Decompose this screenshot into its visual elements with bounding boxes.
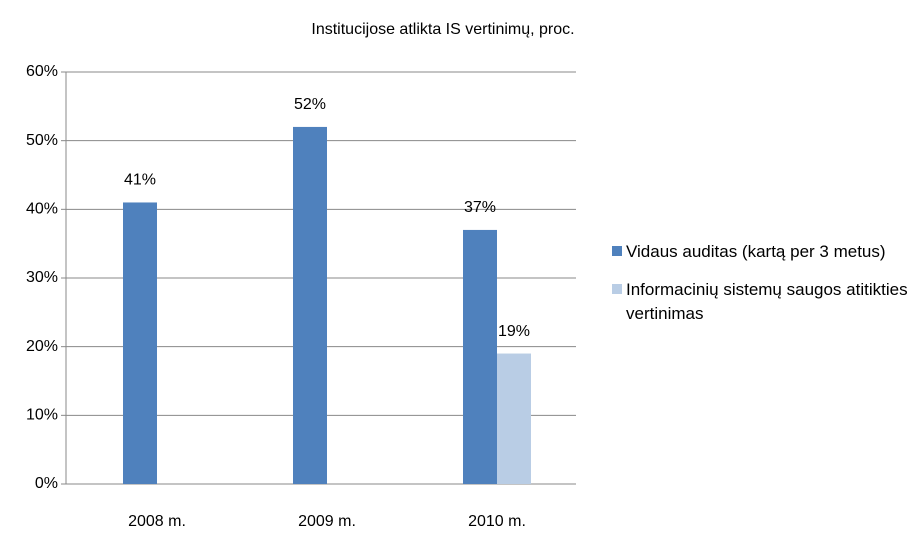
- data-label: 41%: [124, 172, 156, 189]
- bar: [463, 229, 497, 484]
- y-tick-label: 50%: [26, 132, 58, 149]
- bar: [123, 202, 157, 484]
- y-tick-label: 10%: [26, 407, 58, 424]
- chart-title: Institucijose atlikta IS vertinimų, proc…: [311, 21, 574, 38]
- legend: Vidaus auditas (kartą per 3 metus) Inform…: [612, 240, 912, 340]
- y-tick-label: 30%: [26, 269, 58, 286]
- x-tick-label: 2008 m.: [128, 513, 186, 530]
- y-tick-label: 40%: [26, 201, 58, 218]
- legend-label: Vidaus auditas (kartą per 3 metus): [626, 242, 886, 261]
- data-label: 52%: [294, 96, 326, 113]
- legend-swatch: [612, 284, 622, 294]
- legend-label: Informacinių sistemų saugos atitikties v…: [626, 280, 908, 323]
- legend-item: Informacinių sistemų saugos atitikties v…: [612, 278, 912, 326]
- y-tick-label: 0%: [35, 475, 58, 492]
- bar: [293, 126, 327, 484]
- y-tick-label: 60%: [26, 63, 58, 80]
- y-tick-label: 20%: [26, 338, 58, 355]
- legend-swatch: [612, 246, 622, 256]
- x-tick-label: 2009 m.: [298, 513, 356, 530]
- bar: [497, 353, 531, 484]
- legend-item: Vidaus auditas (kartą per 3 metus): [612, 240, 912, 264]
- data-label: 37%: [464, 199, 496, 216]
- data-label: 19%: [498, 323, 530, 340]
- x-tick-label: 2010 m.: [468, 513, 526, 530]
